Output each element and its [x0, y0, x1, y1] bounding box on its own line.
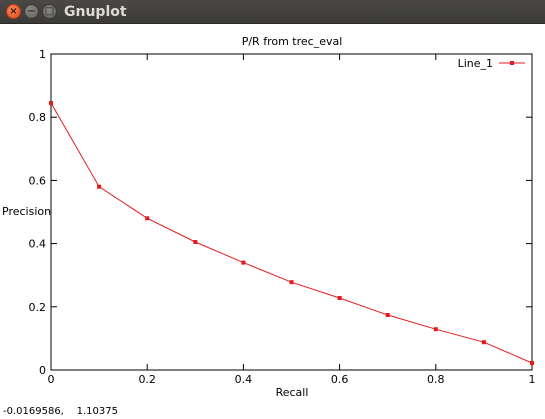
close-window-button[interactable]: × — [6, 4, 21, 19]
data-point — [385, 313, 390, 317]
series-line-line-1 — [50, 102, 533, 364]
data-point — [241, 260, 246, 265]
data-point — [193, 240, 198, 244]
series-layer — [49, 101, 534, 365]
data-point — [530, 361, 534, 365]
y-tick-label: 0.6 — [29, 174, 47, 187]
legend: Line_1 — [458, 57, 525, 70]
x-tick-label: 0.8 — [427, 373, 445, 386]
y-tick-label: 1 — [39, 48, 46, 61]
y-tick-label: 0 — [39, 364, 46, 377]
data-point — [433, 327, 438, 332]
y-tick-label: 0.2 — [29, 301, 47, 314]
x-axis-ticks: 0 0.2 0.4 0.6 0.8 1 — [48, 54, 536, 386]
maximize-window-button[interactable]: □ — [42, 4, 57, 19]
data-point — [49, 101, 53, 105]
minimize-window-button[interactable]: − — [24, 4, 39, 19]
x-tick-label: 0.2 — [138, 373, 156, 386]
data-point — [97, 184, 102, 189]
legend-point-swatch — [510, 61, 514, 65]
line-chart: P/R from trec_eval 0 0.2 0.4 0.6 0.8 1 0 0.2 0.… — [2, 35, 536, 399]
y-tick-label: 0.8 — [29, 111, 47, 124]
window-titlebar[interactable]: × − □ Gnuplot — [0, 0, 545, 24]
data-point — [145, 216, 150, 221]
data-point — [481, 340, 486, 345]
x-tick-label: 0 — [48, 373, 55, 386]
legend-label-line-1: Line_1 — [458, 57, 493, 70]
plot-canvas[interactable]: P/R from trec_eval 0 0.2 0.4 0.6 0.8 1 0 0.2 0.… — [0, 24, 545, 404]
x-axis-label: Recall — [276, 386, 309, 399]
x-tick-label: 0.4 — [235, 373, 253, 386]
y-tick-label: 0.4 — [29, 238, 47, 251]
data-point — [337, 296, 342, 300]
x-tick-label: 0.6 — [331, 373, 349, 386]
data-point — [289, 280, 294, 285]
x-tick-label: 1 — [529, 373, 536, 386]
y-axis-label: Precision — [2, 205, 51, 218]
window-title: Gnuplot — [64, 4, 127, 20]
chart-title: P/R from trec_eval — [242, 35, 343, 48]
plot-frame — [50, 53, 533, 371]
cursor-coordinates-readout: -0.0169586, 1.10375 — [0, 404, 545, 419]
y-axis-ticks: 0 0.2 0.4 0.6 0.8 1 — [29, 48, 532, 377]
